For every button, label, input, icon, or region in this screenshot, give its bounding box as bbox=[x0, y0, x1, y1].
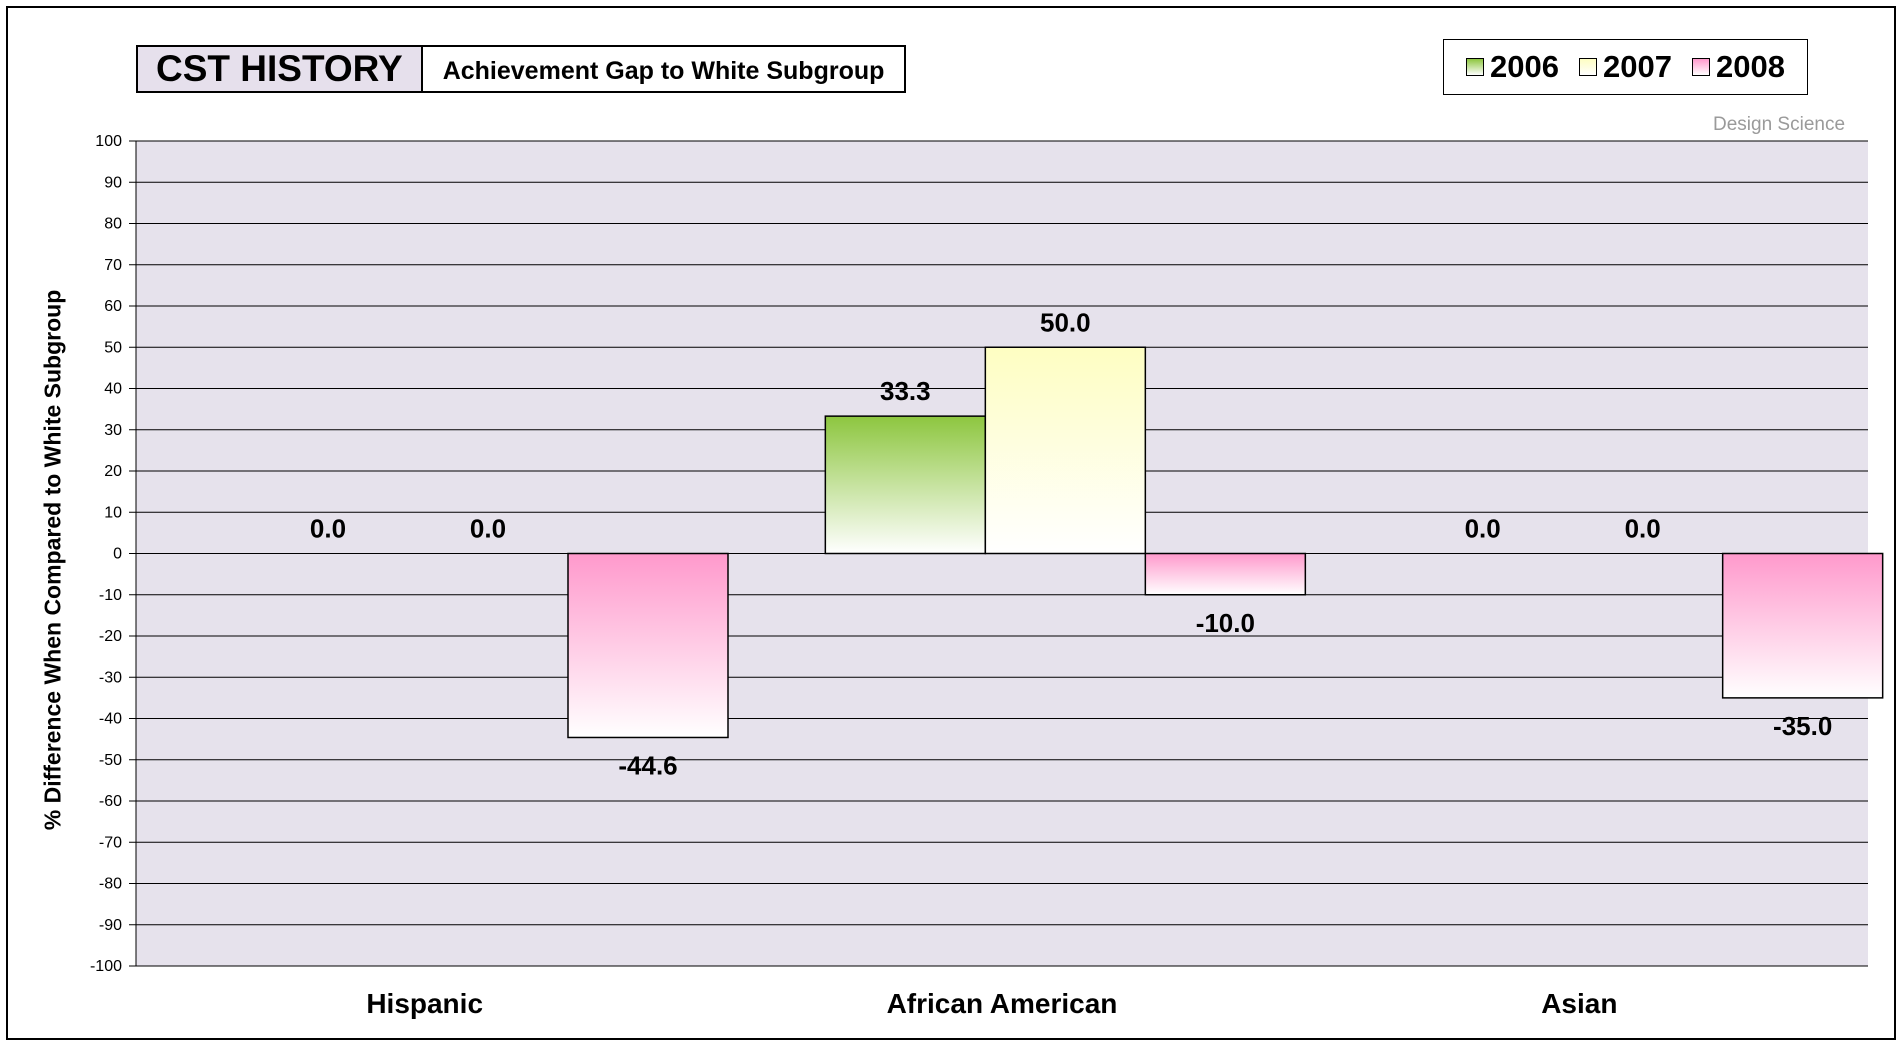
data-label-2007-0: 0.0 bbox=[470, 514, 506, 544]
y-tick-label: 80 bbox=[104, 216, 122, 233]
legend: 2006 2007 2008 bbox=[1443, 39, 1808, 95]
y-tick-label: -100 bbox=[90, 958, 122, 975]
data-label-2006-0: 0.0 bbox=[310, 514, 346, 544]
data-label-2008-1: -10.0 bbox=[1196, 608, 1255, 638]
data-label-2006-2: 0.0 bbox=[1465, 514, 1501, 544]
legend-label-2008: 2008 bbox=[1715, 49, 1785, 84]
legend-label-2006: 2006 bbox=[1490, 49, 1560, 84]
y-tick-label: -90 bbox=[99, 917, 122, 934]
y-tick-label: 90 bbox=[104, 174, 122, 191]
y-tick-label: 50 bbox=[104, 339, 122, 356]
y-tick-label: 70 bbox=[104, 257, 122, 274]
bar-2007-1 bbox=[984, 346, 1147, 555]
y-tick-label: -80 bbox=[99, 876, 122, 893]
y-tick-label: 10 bbox=[104, 504, 122, 521]
y-tick-label: 30 bbox=[104, 422, 122, 439]
y-tick-label: -50 bbox=[99, 752, 122, 769]
data-label-2007-2: 0.0 bbox=[1625, 514, 1661, 544]
legend-item-2006: 2006 bbox=[1466, 49, 1559, 85]
legend-swatch-2007 bbox=[1579, 58, 1598, 76]
bar-2006-1 bbox=[824, 415, 987, 555]
bar-2008-1 bbox=[1144, 552, 1307, 596]
bar-2008-0 bbox=[567, 552, 729, 739]
legend-swatch-2008 bbox=[1691, 58, 1710, 76]
category-label-1: African American bbox=[887, 988, 1118, 1019]
data-label-2008-0: -44.6 bbox=[618, 750, 677, 780]
y-tick-label: 60 bbox=[104, 298, 122, 315]
chart-title: CST HISTORY bbox=[138, 47, 423, 91]
chart-subtitle: Achievement Gap to White Subgroup bbox=[422, 47, 905, 91]
data-label-2006-1: 33.3 bbox=[880, 376, 931, 406]
legend-label-2007: 2007 bbox=[1603, 49, 1672, 84]
y-tick-label: -20 bbox=[99, 628, 122, 645]
y-tick-label: -70 bbox=[99, 834, 122, 851]
bar-2008-2 bbox=[1721, 552, 1884, 699]
data-label-2008-2: -35.0 bbox=[1773, 711, 1832, 741]
legend-swatch-2006 bbox=[1466, 58, 1485, 76]
category-label-2: Asian bbox=[1541, 988, 1617, 1019]
y-tick-label: 20 bbox=[104, 463, 122, 480]
y-tick-label: -60 bbox=[99, 793, 122, 810]
y-tick-label: -40 bbox=[99, 711, 122, 728]
category-label-0: Hispanic bbox=[366, 988, 483, 1019]
y-tick-label: -10 bbox=[99, 587, 122, 604]
y-tick-label: 0 bbox=[113, 546, 122, 563]
data-label-2007-1: 50.0 bbox=[1040, 307, 1091, 337]
y-tick-label: 100 bbox=[95, 133, 122, 150]
legend-item-2007: 2007 bbox=[1579, 49, 1672, 85]
y-tick-label: -30 bbox=[99, 669, 122, 686]
watermark-text: Design Science bbox=[1713, 114, 1846, 135]
legend-item-2008: 2008 bbox=[1691, 49, 1785, 85]
y-tick-label: 40 bbox=[104, 381, 122, 398]
chart-title-box: CST HISTORY Achievement Gap to White Sub… bbox=[136, 45, 907, 93]
